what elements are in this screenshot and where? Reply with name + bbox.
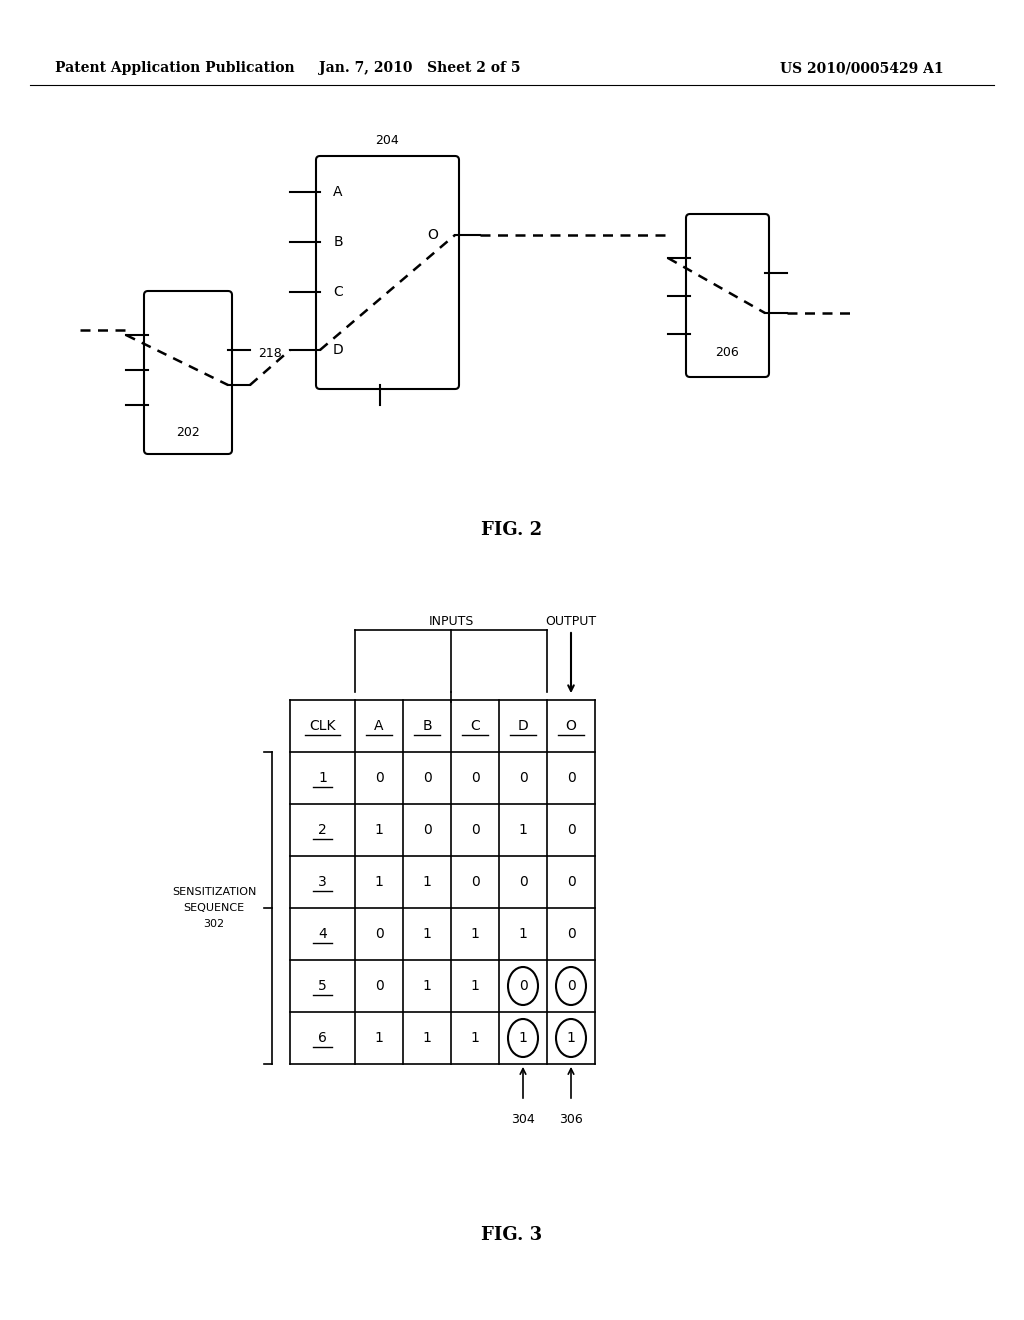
Text: 0: 0 [518,979,527,993]
Text: 0: 0 [423,771,431,785]
Text: 6: 6 [318,1031,327,1045]
Text: 0: 0 [375,979,383,993]
Text: 1: 1 [423,875,431,888]
Text: 2: 2 [318,822,327,837]
Text: US 2010/0005429 A1: US 2010/0005429 A1 [780,61,944,75]
Text: 1: 1 [423,927,431,941]
Text: FIG. 3: FIG. 3 [481,1226,543,1243]
Text: INPUTS: INPUTS [428,615,474,628]
Text: 1: 1 [518,927,527,941]
Text: 1: 1 [423,1031,431,1045]
Text: 1: 1 [375,822,383,837]
Text: 204: 204 [376,133,399,147]
Text: 302: 302 [204,919,224,929]
Text: 0: 0 [566,822,575,837]
Text: 0: 0 [518,875,527,888]
Text: D: D [517,719,528,733]
Text: O: O [565,719,577,733]
Text: 0: 0 [423,822,431,837]
Text: 1: 1 [518,822,527,837]
Text: 1: 1 [566,1031,575,1045]
Text: C: C [333,285,343,300]
Text: A: A [374,719,384,733]
Text: D: D [333,343,343,356]
Text: 1: 1 [566,1031,575,1045]
Ellipse shape [556,1019,586,1057]
Text: B: B [333,235,343,249]
Text: O: O [428,228,438,242]
Text: 0: 0 [566,927,575,941]
Text: A: A [333,185,343,199]
Text: 0: 0 [375,927,383,941]
Text: 5: 5 [318,979,327,993]
Text: Jan. 7, 2010   Sheet 2 of 5: Jan. 7, 2010 Sheet 2 of 5 [319,61,521,75]
Text: 0: 0 [566,979,575,993]
Text: 306: 306 [559,1113,583,1126]
Ellipse shape [508,968,538,1005]
FancyBboxPatch shape [686,214,769,378]
Text: 4: 4 [318,927,327,941]
Text: 0: 0 [566,979,575,993]
Text: 1: 1 [518,1031,527,1045]
Text: 0: 0 [566,771,575,785]
Text: 1: 1 [375,1031,383,1045]
Text: FIG. 2: FIG. 2 [481,521,543,539]
Text: 1: 1 [318,771,327,785]
Text: 0: 0 [375,771,383,785]
Ellipse shape [556,968,586,1005]
Text: Patent Application Publication: Patent Application Publication [55,61,295,75]
Text: C: C [470,719,480,733]
Text: 0: 0 [518,979,527,993]
Text: B: B [422,719,432,733]
Text: 0: 0 [566,875,575,888]
Text: 0: 0 [518,771,527,785]
FancyBboxPatch shape [144,290,232,454]
Text: OUTPUT: OUTPUT [546,615,597,628]
Text: 1: 1 [423,979,431,993]
Text: 1: 1 [518,1031,527,1045]
Text: 202: 202 [176,425,200,438]
Text: 218: 218 [258,347,282,360]
Text: CLK: CLK [309,719,336,733]
Ellipse shape [508,1019,538,1057]
Text: 206: 206 [716,346,739,359]
Text: 1: 1 [471,927,479,941]
Text: SEQUENCE: SEQUENCE [183,903,245,913]
Text: 1: 1 [375,875,383,888]
Text: 0: 0 [471,822,479,837]
Text: 3: 3 [318,875,327,888]
Text: 0: 0 [471,771,479,785]
Text: 1: 1 [471,979,479,993]
Text: 304: 304 [511,1113,535,1126]
Text: 1: 1 [471,1031,479,1045]
Text: 0: 0 [471,875,479,888]
FancyBboxPatch shape [316,156,459,389]
Text: SENSITIZATION: SENSITIZATION [172,887,256,898]
